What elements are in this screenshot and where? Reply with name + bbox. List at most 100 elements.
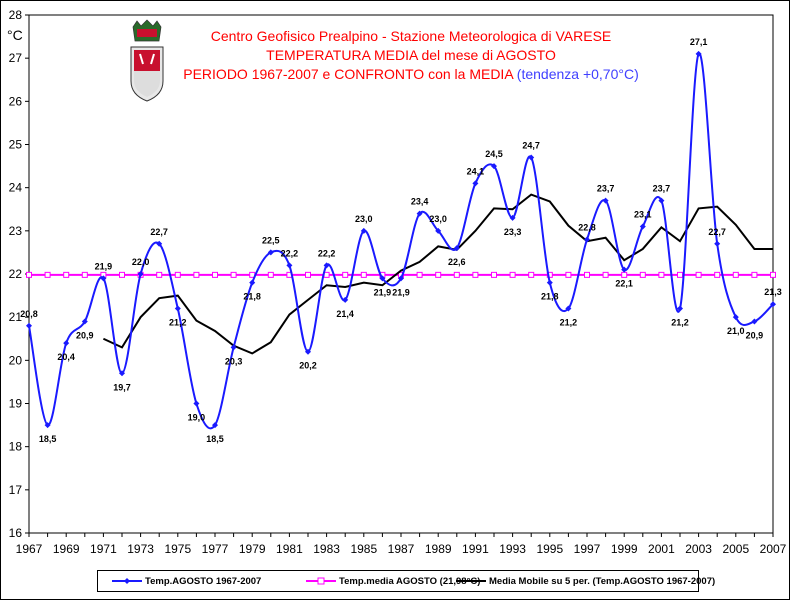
temperature-marker: [714, 240, 721, 247]
mean-marker: [119, 271, 125, 278]
mean-marker: [267, 271, 274, 278]
moving-average-line: [102, 193, 773, 355]
mean-marker: [677, 271, 683, 278]
temperature-marker: [379, 275, 386, 282]
mean-marker: [714, 271, 721, 278]
mean-marker: [416, 271, 423, 278]
data-label: 23,1: [634, 210, 652, 220]
data-label: 23,7: [597, 184, 615, 194]
y-tick-label: 25: [9, 138, 23, 152]
temperature-marker: [230, 344, 237, 351]
data-label: 21,8: [243, 292, 261, 302]
data-label: 21,0: [727, 326, 745, 336]
mean-marker: [174, 271, 181, 278]
mean-marker: [621, 271, 628, 278]
temperature-marker: [193, 400, 200, 407]
data-label: 21,8: [541, 292, 559, 302]
data-label: 21,2: [671, 318, 689, 328]
y-axis: 16 17 18 19 20 21 22 23 24 25 26 27 28: [9, 8, 29, 540]
x-tick-label: 1993: [499, 542, 526, 556]
mean-marker: [156, 271, 163, 278]
temperature-marker: [435, 227, 442, 234]
coat-of-arms-icon: [123, 19, 171, 107]
temperature-marker: [156, 240, 163, 247]
temperature-marker: [416, 210, 423, 217]
x-tick-label: 1967: [16, 542, 43, 556]
data-label: 22,8: [578, 222, 596, 232]
legend-swatch-moving-average: [456, 580, 486, 582]
temperature-marker: [100, 275, 107, 282]
x-tick-label: 1971: [90, 542, 117, 556]
temperature-marker: [602, 197, 609, 204]
data-label: 22,1: [615, 279, 633, 289]
data-label: 20,2: [299, 361, 317, 371]
temperature-marker: [249, 279, 256, 286]
temperature-marker: [584, 236, 590, 243]
legend-item-moving-average: Media Mobile su 5 per. (Temp.AGOSTO 1967…: [456, 575, 715, 587]
legend-label-mean: Temp.media AGOSTO (21,98°C): [339, 575, 481, 587]
y-unit-label: °C: [7, 27, 23, 43]
y-tick-label: 27: [9, 51, 23, 65]
y-tick-label: 28: [9, 8, 23, 22]
mean-marker: [435, 271, 442, 278]
temperature-marker: [565, 305, 572, 312]
x-tick-label: 1991: [462, 542, 489, 556]
data-label: 21,9: [95, 261, 113, 271]
data-label: 23,3: [504, 227, 522, 237]
data-label: 18,5: [206, 434, 224, 444]
data-label: 19,0: [188, 413, 206, 423]
temperature-marker: [658, 197, 665, 204]
y-tick-label: 16: [9, 526, 23, 540]
data-label: 23,0: [355, 214, 373, 224]
mean-marker: [305, 271, 311, 278]
x-tick-label: 1987: [388, 542, 415, 556]
data-label: 23,7: [653, 184, 671, 194]
temperature-line: [28, 52, 774, 430]
legend-label-moving-average: Media Mobile su 5 per. (Temp.AGOSTO 1967…: [489, 575, 716, 587]
temperature-marker: [677, 305, 683, 312]
y-tick-label: 24: [9, 181, 23, 195]
chart-title-line-1: Centro Geofisico Prealpino - Stazione Me…: [210, 28, 612, 44]
x-tick-label: 1989: [425, 542, 452, 556]
y-tick-label: 19: [9, 397, 23, 411]
y-tick-label: 23: [9, 224, 23, 238]
legend-label-temperature: Temp.AGOSTO 1967-2007: [145, 575, 262, 587]
data-label: 24,5: [485, 149, 503, 159]
data-label: 21,3: [764, 287, 782, 297]
mean-marker: [193, 271, 200, 278]
temperature-marker: [770, 301, 776, 308]
mean-marker: [44, 271, 51, 278]
y-tick-label: 17: [9, 483, 23, 497]
temperature-marker: [174, 305, 181, 312]
mean-marker: [732, 271, 739, 278]
temperature-marker: [621, 266, 628, 273]
temperature-marker: [453, 245, 460, 252]
data-label: 23,4: [411, 197, 429, 207]
x-tick-label: 1999: [611, 542, 638, 556]
mean-marker: [509, 271, 516, 278]
data-labels: 20,8 18,5 20,4 20,9 21,9 19,7 22,0 22,7 21,2 19,0…: [20, 37, 782, 444]
series-temperature: [26, 50, 776, 430]
temperature-marker: [286, 262, 293, 269]
data-label: 27,1: [690, 37, 708, 47]
temperature-marker: [360, 227, 367, 234]
legend-item-mean: Temp.media AGOSTO (21,98°C): [306, 575, 480, 587]
legend-item-temperature: Temp.AGOSTO 1967-2007: [112, 575, 261, 587]
data-label: 24,1: [467, 166, 485, 176]
data-label: 20,4: [57, 352, 75, 362]
x-tick-label: 1985: [350, 542, 377, 556]
series-mean-line: [26, 271, 776, 278]
temperature-marker: [491, 163, 497, 170]
chart-title-trend: (tendenza +0,70°C): [516, 66, 639, 82]
data-label: 22,2: [281, 248, 299, 258]
x-tick-label: 1975: [164, 542, 191, 556]
temperature-marker: [639, 223, 646, 230]
mean-marker: [342, 271, 349, 278]
mean-marker: [751, 271, 758, 278]
data-label: 18,5: [39, 434, 57, 444]
temperature-marker: [695, 50, 702, 57]
x-tick-label: 1969: [53, 542, 80, 556]
temperature-marker: [323, 262, 330, 269]
y-tick-label: 21: [9, 310, 23, 324]
